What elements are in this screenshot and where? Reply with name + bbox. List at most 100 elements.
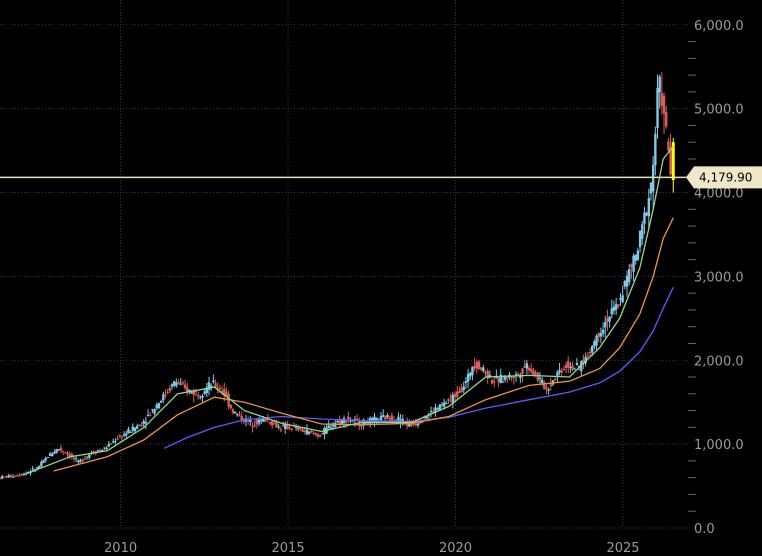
candle-body xyxy=(625,275,629,287)
candle-body xyxy=(7,475,10,478)
candle-body xyxy=(530,368,533,372)
x-tick-label: 2020 xyxy=(439,541,472,556)
candle-body xyxy=(527,367,531,371)
candle-body xyxy=(16,475,19,477)
candle-body xyxy=(534,372,537,375)
candle-body xyxy=(179,383,182,385)
candle-body xyxy=(233,411,237,414)
x-tick-label: 2015 xyxy=(272,541,305,556)
candle-body xyxy=(20,473,23,476)
candle-body xyxy=(445,402,448,404)
candle-body xyxy=(297,427,300,431)
candle-body xyxy=(532,370,535,376)
candle-body xyxy=(286,424,289,430)
candle-body xyxy=(196,394,200,397)
candle-body xyxy=(619,298,622,300)
candle-body xyxy=(281,425,285,427)
candle-body xyxy=(360,425,363,427)
ma-short-line xyxy=(26,145,674,475)
candle-body xyxy=(414,423,418,426)
candle-body xyxy=(164,394,167,396)
candle-body xyxy=(329,427,333,429)
candle-body xyxy=(116,438,119,440)
candle-body xyxy=(83,458,87,460)
ma-long-line xyxy=(163,287,674,449)
x-axis: 2010 2015 2020 2025 xyxy=(104,541,640,556)
candle-body xyxy=(107,443,111,447)
candle-body xyxy=(456,391,459,397)
candle-body xyxy=(506,377,509,379)
candle-body xyxy=(59,447,63,451)
candle-body xyxy=(462,386,465,391)
candle-body xyxy=(155,404,158,409)
candle-body xyxy=(277,426,280,428)
candle-body xyxy=(556,372,559,377)
candle-body xyxy=(109,443,113,445)
candle-body xyxy=(131,426,135,431)
candle-body xyxy=(57,448,60,450)
candle-body xyxy=(355,418,359,421)
candle-body xyxy=(588,351,592,354)
candle-body xyxy=(264,419,267,421)
candle-body xyxy=(216,387,219,389)
candle-body xyxy=(381,414,385,417)
candle-body xyxy=(438,404,441,411)
candle-body xyxy=(81,459,84,462)
candle-body xyxy=(218,387,222,390)
candle-body xyxy=(3,476,6,478)
candle-body xyxy=(667,141,670,151)
candle-body xyxy=(364,423,367,425)
candle-body xyxy=(630,264,633,268)
candle-body xyxy=(497,377,500,383)
candle-body xyxy=(194,390,198,393)
candle-body xyxy=(347,416,350,421)
candle-body xyxy=(349,420,352,422)
candle-body xyxy=(262,418,265,423)
candle-body xyxy=(266,418,269,421)
candle-body xyxy=(608,316,611,322)
candle-body xyxy=(338,418,341,424)
candle-body xyxy=(55,449,58,453)
last-price-marker[interactable]: 4,179.90 xyxy=(0,166,762,189)
candle-body xyxy=(595,335,598,346)
grid xyxy=(0,0,690,529)
candle-body xyxy=(114,441,117,443)
candle-body xyxy=(549,384,553,387)
candle-body xyxy=(199,396,202,398)
candle-body xyxy=(408,423,411,427)
candle-body xyxy=(316,434,320,437)
candle-body xyxy=(68,454,71,458)
candle-body xyxy=(490,379,494,384)
candle-body xyxy=(290,428,293,430)
candle-body xyxy=(558,369,561,373)
candle-body xyxy=(288,426,291,429)
candle-body xyxy=(375,418,378,423)
candle-body xyxy=(477,361,481,369)
candle-body xyxy=(466,373,470,382)
candle-body xyxy=(96,450,100,452)
candle-body xyxy=(260,419,263,421)
candle-body xyxy=(340,419,344,424)
candle-body xyxy=(284,424,287,429)
last-price-label: 4,179.90 xyxy=(699,170,752,184)
candle-body xyxy=(140,424,143,427)
candle-body xyxy=(440,404,444,406)
candle-body xyxy=(503,375,507,380)
y-minor-ticks xyxy=(688,41,696,512)
candle-body xyxy=(133,427,137,432)
candle-body xyxy=(9,475,13,477)
candle-body xyxy=(432,411,435,413)
candle-body xyxy=(647,198,651,217)
candle-body xyxy=(229,405,232,409)
candle-body xyxy=(632,255,635,272)
candle-body xyxy=(85,456,89,458)
candle-body xyxy=(582,359,585,365)
candle-body xyxy=(177,382,180,385)
candle-body xyxy=(238,414,241,416)
candle-body xyxy=(634,254,637,261)
candle-body xyxy=(499,374,502,384)
candle-body xyxy=(31,468,34,470)
candle-body xyxy=(569,367,572,369)
